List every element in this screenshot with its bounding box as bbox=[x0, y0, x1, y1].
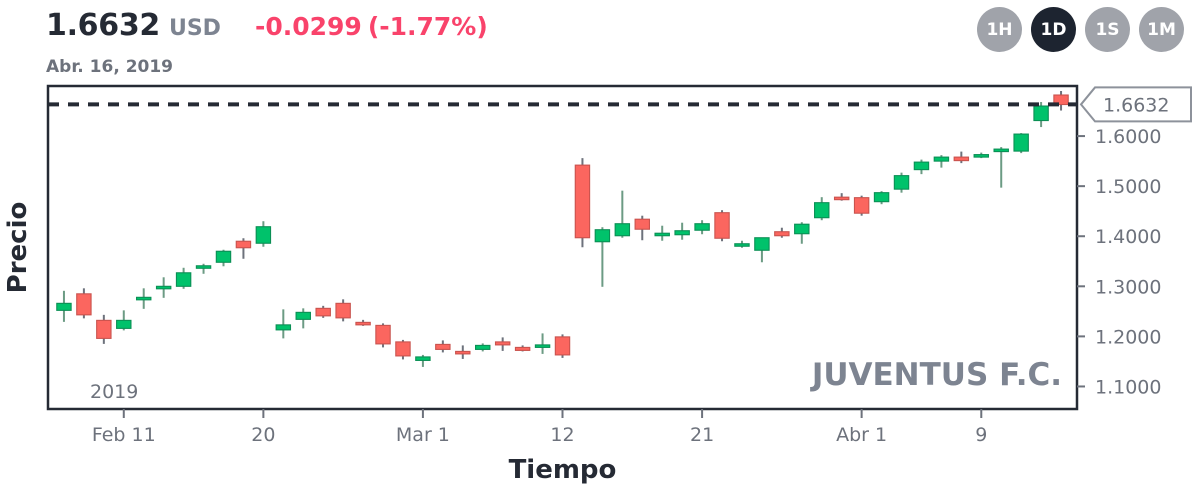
candle bbox=[155, 277, 172, 298]
candle bbox=[794, 222, 810, 244]
inner-year-label: 2019 bbox=[90, 381, 138, 403]
x-tick-label: 21 bbox=[690, 424, 714, 446]
x-axis-title: Tiempo bbox=[509, 455, 617, 485]
candle bbox=[1053, 91, 1069, 111]
candle bbox=[694, 220, 710, 235]
candle bbox=[175, 267, 192, 289]
candle bbox=[654, 225, 670, 241]
candle bbox=[574, 158, 591, 248]
candle bbox=[215, 249, 232, 267]
candle bbox=[335, 299, 351, 322]
candle bbox=[594, 227, 611, 287]
candle bbox=[195, 263, 212, 274]
candle bbox=[913, 159, 930, 175]
candle bbox=[295, 308, 311, 329]
candle bbox=[435, 340, 451, 353]
candle bbox=[255, 221, 272, 247]
candle bbox=[993, 147, 1009, 188]
x-tick-label: 12 bbox=[550, 424, 574, 446]
x-tick-label: Feb 11 bbox=[92, 424, 156, 446]
candle bbox=[135, 288, 152, 309]
candle bbox=[814, 197, 830, 221]
quote-date: Abr. 16, 2019 bbox=[46, 57, 174, 77]
candle bbox=[514, 345, 531, 352]
candle bbox=[1013, 133, 1029, 154]
candle bbox=[455, 345, 471, 359]
candle bbox=[833, 193, 850, 201]
y-tick-label: 1.1000 bbox=[1095, 376, 1161, 398]
y-tick-label: 1.6000 bbox=[1095, 126, 1161, 148]
candle bbox=[893, 172, 910, 193]
y-tick-label: 1.5000 bbox=[1095, 176, 1161, 198]
candle bbox=[235, 238, 252, 259]
x-tick-label: Mar 1 bbox=[396, 424, 450, 446]
candle bbox=[774, 227, 790, 238]
x-tick-label: 9 bbox=[975, 424, 987, 446]
candle-series bbox=[56, 91, 1069, 367]
quote-header: 1.6632 USD -0.0299 (-1.77%) Abr. 16, 201… bbox=[0, 0, 1200, 86]
candle bbox=[973, 152, 990, 159]
candle bbox=[873, 191, 890, 205]
last-price: 1.6632 bbox=[46, 8, 160, 43]
candle bbox=[475, 343, 491, 352]
candle bbox=[96, 314, 112, 344]
candle bbox=[375, 323, 391, 348]
candle bbox=[674, 222, 690, 240]
x-tick-label: 20 bbox=[251, 424, 275, 446]
range-button-1m[interactable]: 1M bbox=[1139, 7, 1184, 52]
candle bbox=[754, 237, 770, 263]
candle bbox=[415, 354, 431, 367]
candle bbox=[933, 155, 950, 168]
candle bbox=[355, 319, 371, 326]
candle bbox=[634, 215, 650, 241]
range-button-1d[interactable]: 1D bbox=[1031, 7, 1076, 52]
candle bbox=[953, 151, 970, 164]
candle bbox=[714, 210, 730, 242]
candle bbox=[395, 339, 411, 360]
candle bbox=[494, 337, 511, 351]
range-button-1s[interactable]: 1S bbox=[1085, 7, 1130, 52]
candle bbox=[116, 310, 132, 331]
candle bbox=[734, 240, 750, 248]
candle bbox=[1033, 102, 1049, 128]
x-axis: Feb 11 20 Mar 1 12 21 Abr 1 9 bbox=[92, 409, 987, 446]
quote-summary: 1.6632 USD -0.0299 (-1.77%) bbox=[46, 8, 488, 43]
change-absolute: -0.0299 bbox=[254, 12, 362, 41]
y-tick-label: 1.2000 bbox=[1095, 326, 1161, 348]
candle bbox=[315, 305, 331, 318]
chart-labels: Precio Tiempo JUVENTUS F.C. 2019 bbox=[3, 202, 1062, 485]
plot-frame bbox=[46, 84, 1079, 411]
y-axis: 1.1000 1.2000 1.3000 1.4000 1.5000 1.6000 bbox=[1077, 126, 1161, 398]
chart-watermark: JUVENTUS F.C. bbox=[810, 357, 1062, 393]
range-button-1h[interactable]: 1H bbox=[977, 7, 1022, 52]
candle bbox=[76, 288, 92, 319]
y-tick-label: 1.4000 bbox=[1095, 226, 1161, 248]
candle bbox=[554, 334, 571, 358]
y-axis-title: Precio bbox=[3, 202, 33, 294]
candle bbox=[614, 190, 631, 238]
range-button-group: 1H 1D 1S 1M bbox=[977, 7, 1184, 52]
x-tick-label: Abr 1 bbox=[836, 424, 887, 446]
candle bbox=[56, 290, 72, 322]
candle bbox=[275, 309, 292, 339]
currency-label: USD bbox=[168, 16, 221, 41]
candle bbox=[853, 195, 870, 216]
change-percent: (-1.77%) bbox=[367, 12, 488, 41]
callout-price: 1.6632 bbox=[1103, 94, 1169, 116]
y-tick-label: 1.3000 bbox=[1095, 276, 1161, 298]
candle bbox=[534, 333, 551, 354]
price-callout[interactable]: 1.6632 bbox=[1079, 86, 1192, 123]
